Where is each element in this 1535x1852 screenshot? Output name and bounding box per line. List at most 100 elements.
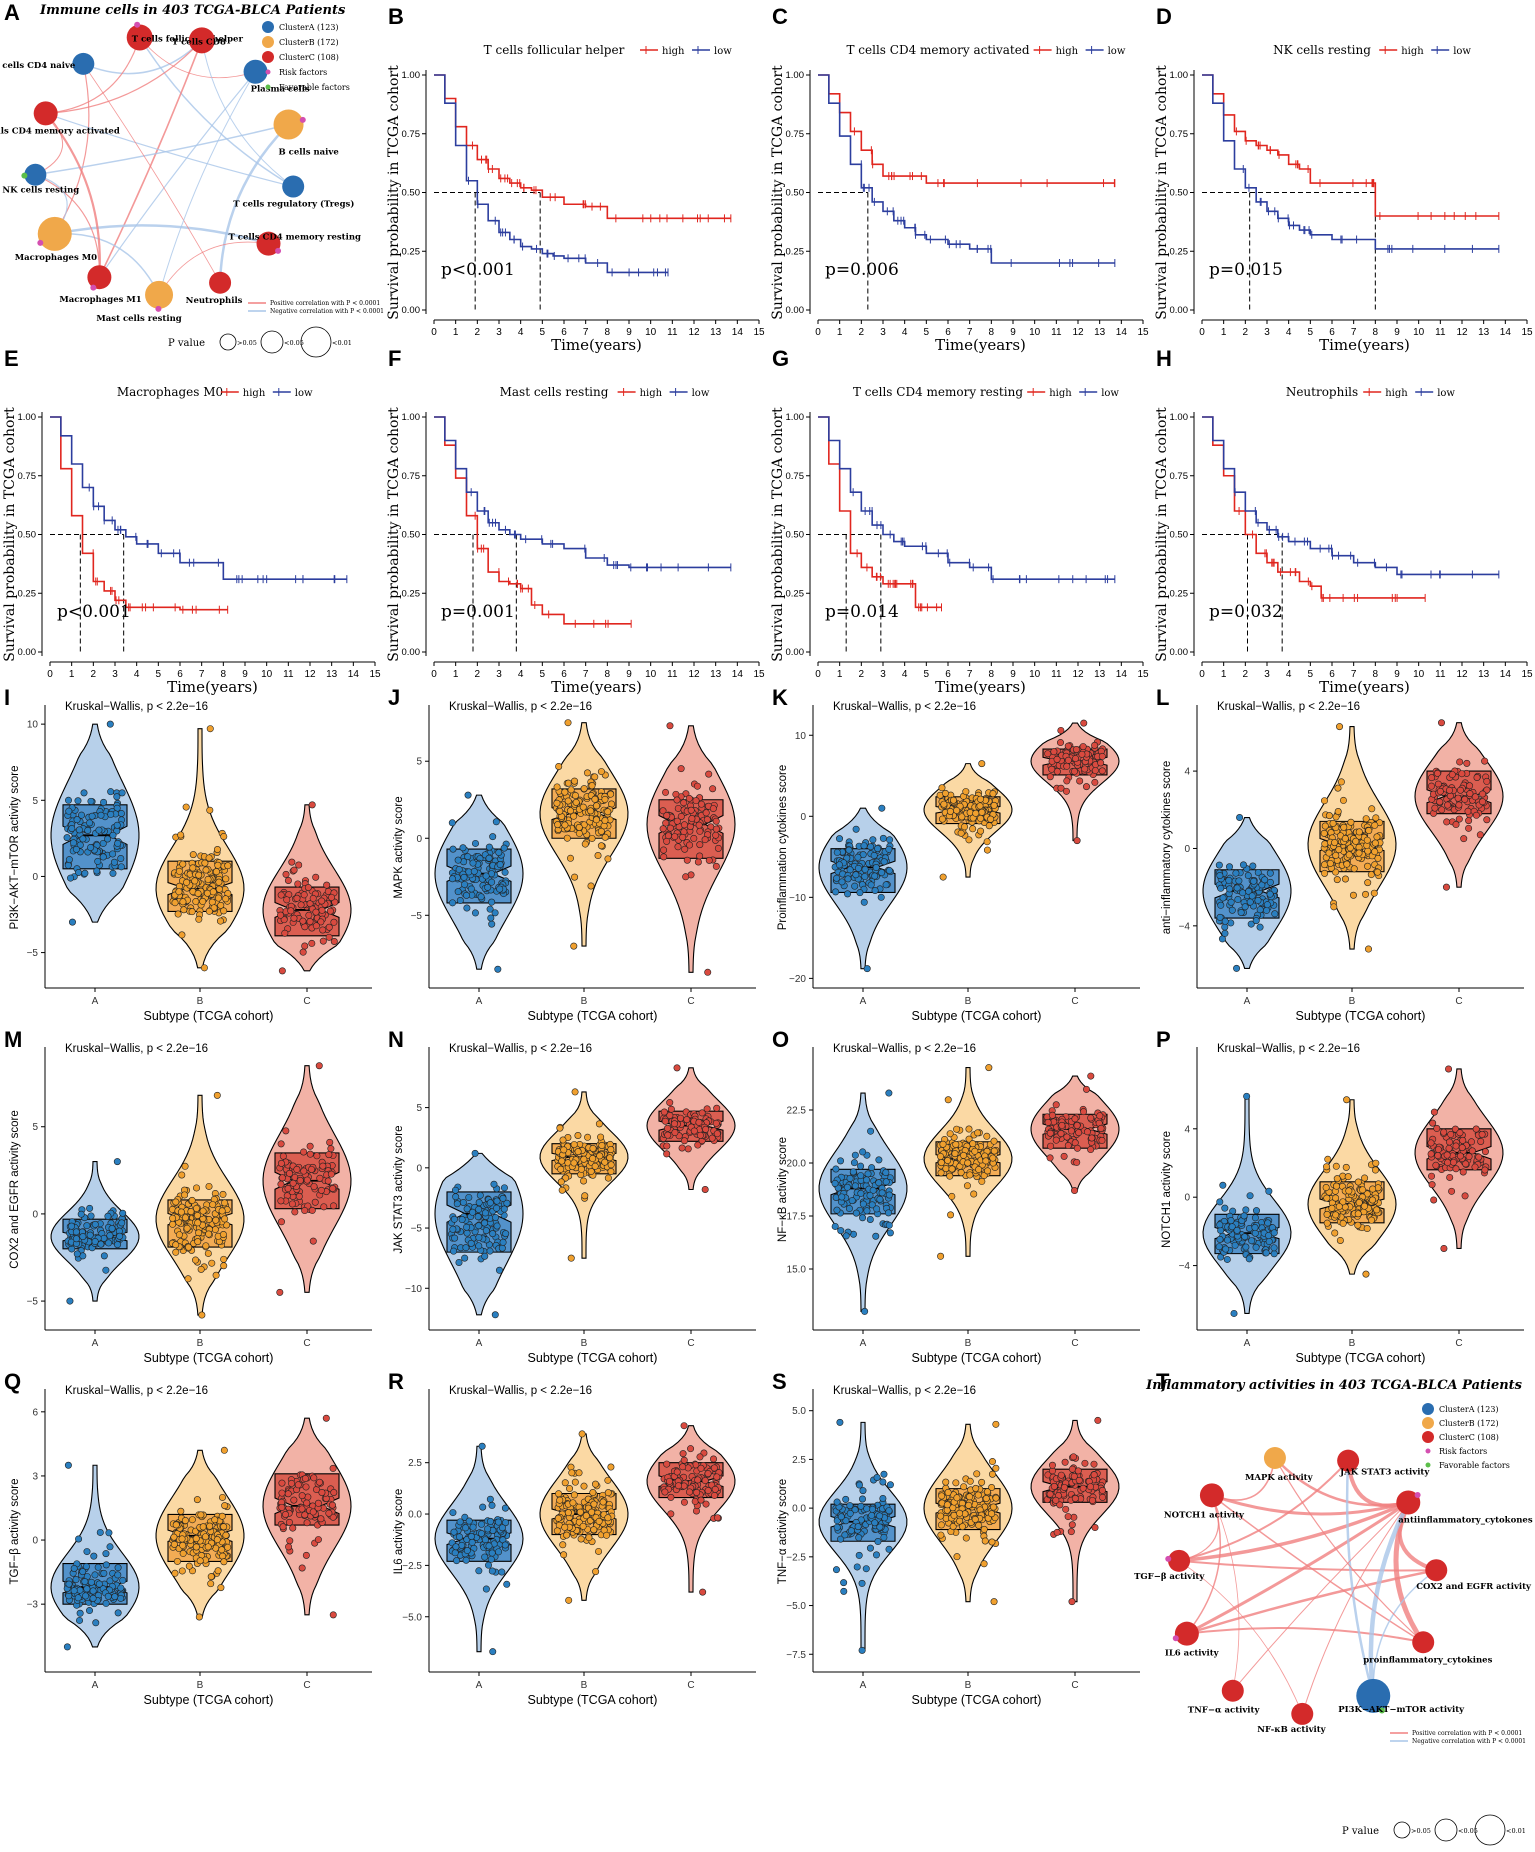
data-point [485, 1542, 493, 1550]
data-point [1345, 1187, 1353, 1195]
data-point [325, 933, 333, 941]
data-point [301, 942, 309, 950]
legend-label: ClusterC (108) [1439, 1433, 1499, 1442]
data-point [944, 1096, 952, 1104]
data-point [1233, 964, 1241, 972]
risk-dot [1414, 1491, 1421, 1498]
data-point [488, 878, 496, 886]
data-point [498, 1568, 506, 1576]
data-point [303, 1499, 311, 1507]
data-point [561, 788, 569, 796]
data-point [607, 1167, 615, 1175]
data-point [475, 1242, 483, 1250]
x-tick-label: 7 [1351, 669, 1357, 680]
panel-letter: H [1156, 346, 1172, 371]
data-point [1240, 1212, 1248, 1220]
x-tick-label: 0 [1199, 327, 1205, 338]
data-point [113, 1158, 121, 1166]
data-point [481, 1219, 489, 1227]
x-axis-title: Time(years) [935, 336, 1026, 354]
data-point [192, 1256, 200, 1264]
data-point [181, 1214, 189, 1222]
data-point [574, 1132, 582, 1140]
data-point [1067, 1127, 1075, 1135]
data-point [68, 825, 76, 833]
data-point [1445, 1065, 1453, 1073]
data-point [879, 834, 887, 842]
x-tick-label: B [581, 996, 588, 1007]
data-point [1073, 837, 1081, 845]
data-point [702, 1125, 710, 1133]
data-point [1252, 1207, 1260, 1215]
data-point [559, 1136, 567, 1144]
data-point [592, 816, 600, 824]
data-point [1252, 917, 1260, 925]
data-point [868, 1164, 876, 1172]
data-point [1369, 1185, 1377, 1193]
data-point [1225, 876, 1233, 884]
y-tick-label: 0.50 [18, 530, 37, 541]
y-tick-label: −4 [1179, 1261, 1191, 1272]
data-point [220, 907, 228, 915]
data-point [481, 1209, 489, 1217]
data-point [842, 1232, 850, 1240]
negative-edge [218, 123, 290, 283]
data-point [1227, 898, 1235, 906]
data-point [575, 823, 583, 831]
data-point [1270, 1229, 1278, 1237]
favorable-dot [21, 172, 28, 179]
data-point [852, 1209, 860, 1217]
legend-label-high: high [1049, 388, 1072, 399]
data-point [667, 1105, 675, 1113]
data-point [690, 1127, 698, 1135]
data-point [277, 1159, 285, 1167]
data-point [219, 1190, 227, 1198]
data-point [885, 1221, 893, 1229]
x-tick-label: 13 [1094, 327, 1106, 338]
data-point [1458, 770, 1466, 778]
data-point [450, 1528, 458, 1536]
data-point [108, 1225, 116, 1233]
data-point [838, 1193, 846, 1201]
data-point [850, 1159, 858, 1167]
y-axis-title: TGF−β activity score [9, 1479, 21, 1585]
data-point [1446, 786, 1454, 794]
data-point [880, 858, 888, 866]
x-tick-label: B [1349, 1338, 1356, 1349]
violin-B [155, 728, 245, 969]
data-point [301, 1207, 309, 1215]
negative-edge [35, 123, 289, 176]
data-point [478, 1442, 486, 1450]
data-point [1438, 806, 1446, 814]
data-point [171, 1569, 179, 1577]
data-point [452, 1543, 460, 1551]
x-tick-label: 5 [540, 669, 546, 680]
data-point [698, 1109, 706, 1117]
data-point [460, 873, 468, 881]
data-point [662, 819, 670, 827]
data-point [1342, 1163, 1350, 1171]
node-4 [273, 109, 304, 140]
data-point [885, 1089, 893, 1097]
x-tick-label: 15 [1521, 669, 1533, 680]
y-tick-label: 0.75 [402, 471, 421, 482]
data-point [308, 1206, 316, 1214]
data-point [570, 942, 578, 950]
positive-edge [1186, 1627, 1424, 1644]
data-point [553, 799, 561, 807]
data-point [1361, 1202, 1369, 1210]
y-tick-label: 0.75 [402, 129, 421, 140]
data-point [977, 795, 985, 803]
data-point [279, 1523, 287, 1531]
y-tick-label: −5 [411, 1224, 423, 1235]
data-point [845, 846, 853, 854]
data-point [835, 861, 843, 869]
data-point [844, 875, 852, 883]
node-label: T cells CD8 [172, 37, 226, 47]
data-point [82, 1592, 90, 1600]
node-7 [209, 271, 232, 294]
data-point [448, 819, 456, 827]
data-point [296, 1176, 304, 1184]
